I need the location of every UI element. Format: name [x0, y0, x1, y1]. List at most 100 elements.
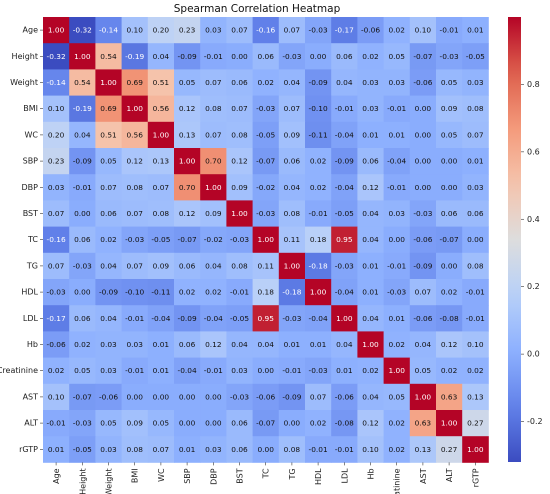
colorbar-tick-label: 0.6 [527, 147, 540, 156]
heatmap-cell-creatinine-ldl [331, 357, 358, 385]
heatmap-cell-bmi-weight [95, 95, 122, 123]
y-tick-label-hb: Hb [27, 340, 38, 349]
x-tick-label-hdl: HDL [314, 468, 323, 485]
cell-value-label: -0.17 [335, 26, 354, 35]
heatmap-cell-ldl-weight [95, 305, 122, 332]
cell-value-label: -0.06 [361, 26, 380, 35]
cell-value-label: 0.03 [100, 445, 117, 454]
heatmap-cell-bmi-ldl [331, 95, 358, 123]
cell-value-label: 0.07 [126, 261, 143, 270]
cell-value-label: 0.56 [153, 104, 170, 113]
cell-value-label: 0.12 [362, 183, 378, 192]
cell-value-label: 0.09 [441, 104, 458, 113]
cell-value-label: 0.06 [336, 52, 353, 61]
heatmap-cell-wc-age [43, 121, 70, 149]
heatmap-cell-sbp-hdl [305, 148, 332, 175]
cell-value-label: 0.07 [231, 26, 248, 35]
heatmap-cell-height-bmi [121, 43, 149, 70]
heatmap-cell-alt-height [69, 410, 96, 437]
heatmap-cell-wc-weight [95, 121, 122, 149]
heatmap-cell-ast-dbp [200, 383, 227, 411]
heatmap-cell-ldl-rgtp [462, 305, 489, 332]
heatmap-cell-rgtp-rgtp [462, 436, 489, 463]
cell-value-label: 0.04 [362, 209, 379, 218]
cell-value-label: -0.09 [73, 157, 92, 166]
heatmap-cell-sbp-ldl [331, 148, 358, 175]
heatmap-cell-weight-hdl [305, 69, 332, 96]
heatmap-cell-dbp-tc [252, 174, 280, 201]
cell-value-label: 0.02 [310, 183, 326, 192]
cell-value-label: -0.08 [440, 314, 459, 323]
heatmap-cell-height-wc [147, 43, 175, 70]
cell-value-label: 1.00 [153, 130, 170, 139]
cell-value-label: 0.07 [284, 26, 301, 35]
heatmap-cell-age-height [69, 17, 96, 44]
heatmap-cell-weight-rgtp [462, 69, 489, 96]
cell-value-label: -0.11 [151, 288, 170, 297]
heatmap-cell-wc-rgtp [462, 121, 489, 149]
cell-value-label: -0.06 [99, 392, 118, 401]
cell-value-label: 0.12 [441, 340, 457, 349]
cell-value-label: 0.08 [126, 445, 143, 454]
y-tick-label-bmi: BMI [23, 104, 38, 113]
heatmap-cell-dbp-dbp [200, 174, 227, 201]
heatmap-cell-ldl-hb [357, 305, 384, 332]
x-tick-label-age: Age [52, 468, 61, 484]
cell-value-label: 0.00 [257, 445, 274, 454]
cell-value-label: -0.04 [335, 130, 354, 139]
heatmap-cell-age-bmi [121, 17, 149, 44]
heatmap-cell-bst-ast [409, 200, 437, 227]
x-tick-label-wc: WC [157, 468, 166, 482]
cell-value-label: 0.01 [362, 288, 379, 297]
heatmap-cells: 1.00 -0.32 -0.14 0.10 0.20 0.23 0.03 0.07 -0.16 0… [43, 17, 489, 463]
heatmap-cell-height-sbp [174, 43, 201, 70]
heatmap-cell-ldl-ldl [331, 305, 358, 332]
heatmap-cell-sbp-rgtp [462, 148, 489, 175]
cell-value-label: 0.00 [179, 392, 196, 401]
heatmap-cell-tc-dbp [200, 226, 227, 254]
cell-value-label: 0.12 [205, 340, 221, 349]
cell-value-label: -0.03 [335, 261, 354, 270]
cell-value-label: 0.07 [48, 261, 65, 270]
heatmap-cell-hdl-creatinine [383, 279, 411, 306]
cell-value-label: 0.02 [362, 366, 378, 375]
x-tick-label-tg: TG [288, 468, 297, 480]
heatmap-cell-sbp-hb [357, 148, 384, 175]
cell-value-label: 1.00 [74, 52, 91, 61]
cell-value-label: -0.05 [230, 314, 249, 323]
x-tick-label-ast: AST [419, 468, 428, 484]
heatmap-cell-weight-age [43, 69, 70, 96]
cell-value-label: 0.00 [205, 392, 222, 401]
heatmap-cell-alt-hb [357, 410, 384, 437]
cell-value-label: 0.00 [205, 419, 222, 428]
cell-value-label: 0.02 [100, 235, 116, 244]
cell-value-label: 0.08 [231, 261, 248, 270]
heatmap-cell-bst-tg [278, 200, 306, 227]
cell-value-label: 1.00 [257, 235, 274, 244]
heatmap-cell-dbp-tg [278, 174, 306, 201]
heatmap-cell-alt-ldl [331, 410, 358, 437]
cell-value-label: 0.03 [362, 78, 379, 87]
heatmap-cell-tg-alt [436, 252, 463, 280]
heatmap-cell-ldl-height [69, 305, 96, 332]
cell-value-label: -0.01 [387, 104, 406, 113]
cell-value-label: -0.03 [73, 261, 92, 270]
heatmap-cell-alt-wc [147, 410, 175, 437]
heatmap-cell-bmi-sbp [174, 95, 201, 123]
x-tick-label-alt: ALT [445, 468, 454, 482]
heatmap-cell-rgtp-age [43, 436, 70, 463]
heatmap-cell-bst-ldl [331, 200, 358, 227]
heatmap-cell-creatinine-tg [278, 357, 306, 385]
heatmap-cell-hb-tc [252, 331, 280, 358]
cell-value-label: 0.04 [74, 130, 91, 139]
heatmap-cell-bst-hdl [305, 200, 332, 227]
heatmap-cell-age-ldl [331, 17, 358, 44]
cell-value-label: 0.10 [48, 392, 65, 401]
cell-value-label: 0.07 [467, 130, 484, 139]
heatmap-cell-bst-creatinine [383, 200, 411, 227]
cell-value-label: 0.00 [126, 392, 143, 401]
cell-value-label: 0.04 [257, 340, 274, 349]
cell-value-label: 0.03 [205, 26, 222, 35]
heatmap-cell-hdl-sbp [174, 279, 201, 306]
